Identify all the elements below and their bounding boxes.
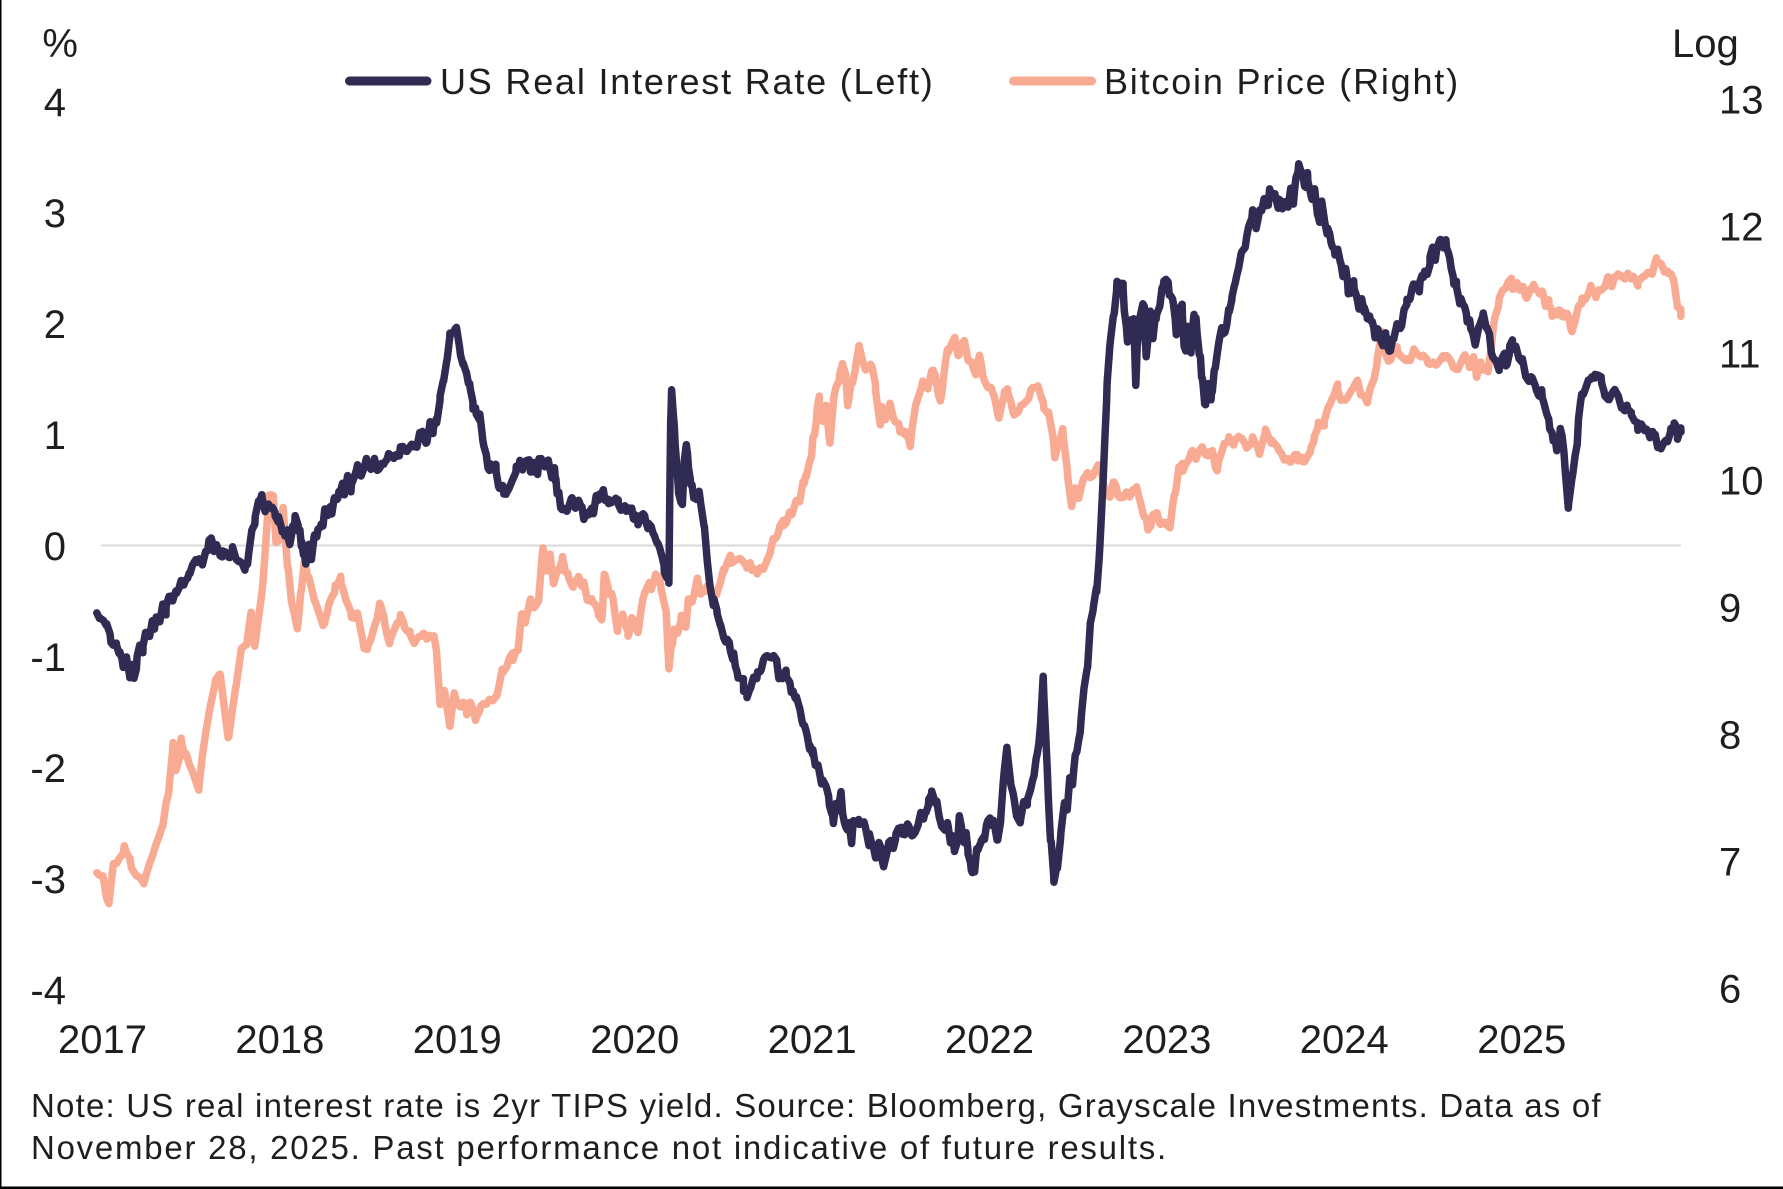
svg-text:November 28, 2025. Past perfor: November 28, 2025. Past performance not … [31,1129,1168,1166]
svg-text:2018: 2018 [235,1018,324,1062]
svg-text:2025: 2025 [1477,1018,1566,1062]
svg-text:0: 0 [44,525,66,569]
svg-text:13: 13 [1719,79,1764,123]
svg-text:Bitcoin Price (Right): Bitcoin Price (Right) [1104,61,1460,102]
svg-text:2024: 2024 [1300,1018,1389,1062]
svg-text:-2: -2 [30,747,66,791]
svg-text:2017: 2017 [58,1018,147,1062]
svg-text:7: 7 [1719,841,1741,885]
svg-text:2020: 2020 [590,1018,679,1062]
svg-text:4: 4 [44,81,66,125]
svg-text:11: 11 [1719,333,1761,377]
svg-text:2: 2 [44,303,66,347]
svg-text:Note: US real interest rate is: Note: US real interest rate is 2yr TIPS … [31,1087,1602,1124]
svg-text:12: 12 [1719,206,1764,250]
svg-text:US Real Interest Rate (Left): US Real Interest Rate (Left) [440,61,935,102]
svg-text:1: 1 [44,414,66,458]
svg-text:2019: 2019 [413,1018,502,1062]
svg-text:3: 3 [44,192,66,236]
svg-text:%: % [42,22,78,66]
svg-text:6: 6 [1719,968,1741,1012]
svg-text:Log: Log [1672,22,1739,66]
svg-text:2022: 2022 [945,1018,1034,1062]
svg-text:-3: -3 [30,858,66,902]
svg-text:9: 9 [1719,587,1741,631]
svg-text:-1: -1 [30,636,66,680]
svg-text:8: 8 [1719,714,1741,758]
svg-text:2021: 2021 [768,1018,857,1062]
svg-text:-4: -4 [30,969,66,1013]
svg-text:10: 10 [1719,460,1764,504]
svg-text:2023: 2023 [1122,1018,1211,1062]
